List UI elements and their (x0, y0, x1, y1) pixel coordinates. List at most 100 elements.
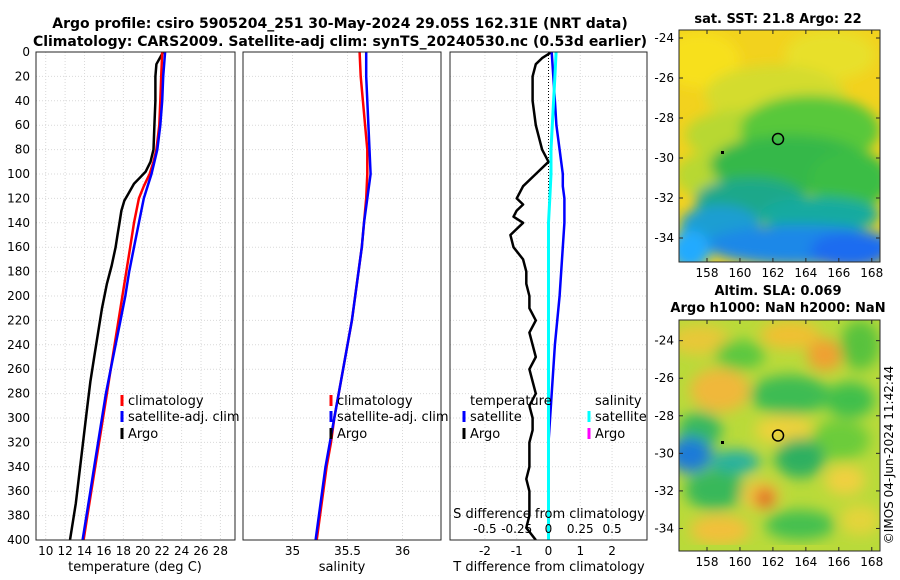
map-y-tick-label: -24 (654, 31, 674, 45)
top-x-tick-label: -0.25 (501, 522, 532, 536)
satellite-salinity-line (314, 52, 372, 540)
x-tick-label: 10 (38, 544, 53, 558)
x-tick-label: 28 (213, 544, 228, 558)
map-x-tick-label: 166 (827, 266, 850, 280)
map-y-tick-label: -30 (654, 151, 674, 165)
map-x-tick-label: 164 (794, 555, 817, 569)
sla-map-field (679, 320, 880, 551)
x-tick-label: 35.5 (334, 544, 361, 558)
sst-map-frame (678, 29, 881, 263)
top-x-tick-label: 0.5 (603, 522, 622, 536)
map-y-tick-label: -26 (654, 371, 674, 385)
depth-tick-label: 320 (7, 435, 30, 449)
header-line2: Climatology: CARS2009. Satellite-adj cli… (33, 34, 647, 50)
map-y-tick-label: -32 (654, 484, 674, 498)
x-tick-label: 2 (608, 544, 616, 558)
depth-tick-label: 120 (7, 191, 30, 205)
temperature-legend: climatology satellite-adj. clim Argo (120, 394, 240, 442)
difference-tick-labels: -2 -1 0 1 2 (479, 544, 616, 558)
legend-s-satellite-label: satellite (595, 410, 647, 425)
legend-satellite-label: satellite-adj. clim (128, 410, 240, 425)
satellite-temperature-difference-line (547, 52, 566, 540)
map-x-tick-label: 158 (696, 266, 719, 280)
depth-tick-label: 160 (7, 240, 30, 254)
depth-tick-label: 240 (7, 338, 30, 352)
satellite-salinity-difference-line (547, 52, 558, 540)
map-x-tick-label: 168 (860, 555, 883, 569)
depth-tick-labels: 0 20 40 60 80 100 120 140 160 180 200 220 240 260 280 3… (7, 45, 30, 547)
salinity-frame (242, 51, 442, 541)
difference-panel: -2 -1 0 1 2 T difference from climatology S … (449, 51, 648, 575)
temperature-tick-labels: 10 12 14 16 18 20 22 24 26 28 (38, 544, 228, 558)
map-x-tick-label: 166 (827, 555, 850, 569)
sst-map-field (679, 30, 880, 262)
x-tick-label: 24 (174, 544, 189, 558)
map-y-tick-label: -34 (654, 521, 674, 535)
depth-tick-label: 0 (22, 45, 30, 59)
sst-dot-marker (721, 151, 724, 154)
map-x-tick-label: 158 (696, 555, 719, 569)
depth-tick-label: 140 (7, 216, 30, 230)
sla-patches (679, 320, 880, 545)
legend-argo-label: Argo (128, 427, 158, 442)
x-tick-label: 1 (576, 544, 584, 558)
x-tick-label: 36 (395, 544, 410, 558)
x-tick-label: 22 (155, 544, 170, 558)
sst-map-panel: sat. SST: 21.8 Argo: 22 158 160 162 1 (654, 12, 883, 280)
depth-tick-label: 20 (15, 69, 30, 83)
top-x-tick-label: 0 (545, 522, 553, 536)
depth-tick-label: 340 (7, 460, 30, 474)
temperature-lines (68, 52, 167, 540)
x-tick-label: 18 (116, 544, 131, 558)
legend-temperature-title: temperature (470, 394, 552, 409)
temperature-xlabel: temperature (deg C) (68, 560, 202, 575)
map-x-tick-label: 164 (794, 266, 817, 280)
argo-temperature-difference-line (509, 52, 553, 540)
difference-lines (509, 52, 566, 540)
salinity-panel: 35 35.5 36 salinity climatology satellite-… (242, 51, 449, 575)
temperature-grid (36, 51, 235, 541)
x-tick-label: 12 (57, 544, 72, 558)
temperature-frame (35, 51, 236, 541)
difference-top-xlabel: S difference from climatology (453, 507, 645, 522)
depth-tick-label: 400 (7, 533, 30, 547)
temperature-panel: 0 20 40 60 80 100 120 140 160 180 200 220 240 260 280 3… (7, 45, 240, 575)
depth-tick-label: 280 (7, 387, 30, 401)
legend-t-argo-label: Argo (470, 427, 500, 442)
sst-map-title: sat. SST: 21.8 Argo: 22 (694, 12, 861, 27)
difference-frame (449, 51, 648, 541)
argo-temperature-line (68, 52, 165, 540)
sla-map-ticks: 158 160 162 164 166 168 -24 -26 -28 -30 -32 -34 (654, 320, 883, 569)
legend-salinity-title: salinity (595, 394, 642, 409)
legend-argo-label: Argo (337, 427, 367, 442)
x-tick-label: -2 (479, 544, 491, 558)
salinity-tick-labels: 35 35.5 36 (285, 544, 410, 558)
salinity-difference-tick-labels: -0.5 -0.25 0 0.25 0.5 (473, 522, 621, 536)
sst-map-ticks: 158 160 162 164 166 168 -24 -26 -28 -30 -32 -34 (654, 30, 883, 280)
sla-map-title-line2: Argo h1000: NaN h2000: NaN (670, 301, 885, 316)
map-y-tick-label: -28 (654, 111, 674, 125)
depth-tick-label: 80 (15, 143, 30, 157)
legend-climatology-label: climatology (337, 394, 413, 409)
header-line1: Argo profile: csiro 5905204_251 30-May-2… (52, 16, 627, 32)
legend-satellite-label: satellite-adj. clim (337, 410, 449, 425)
legend-t-satellite-label: satellite (470, 410, 522, 425)
sla-map-frame (678, 319, 881, 552)
x-tick-label: 16 (96, 544, 111, 558)
salinity-lines (314, 52, 372, 540)
depth-tick-label: 60 (15, 118, 30, 132)
map-x-tick-label: 162 (761, 266, 784, 280)
top-x-tick-label: 0.25 (567, 522, 594, 536)
salinity-legend: climatology satellite-adj. clim Argo (329, 394, 449, 442)
depth-tick-label: 220 (7, 313, 30, 327)
sst-patches (679, 30, 880, 262)
difference-legend: temperature satellite Argo salinity sate… (462, 394, 647, 442)
x-tick-label: -1 (511, 544, 523, 558)
x-tick-label: 0 (545, 544, 553, 558)
x-tick-label: 20 (135, 544, 150, 558)
imos-watermark: ©IMOS 04-Jun-2024 11:42:44 (882, 366, 896, 544)
depth-tick-label: 380 (7, 509, 30, 523)
map-x-tick-label: 168 (860, 266, 883, 280)
map-y-tick-label: -24 (654, 334, 674, 348)
